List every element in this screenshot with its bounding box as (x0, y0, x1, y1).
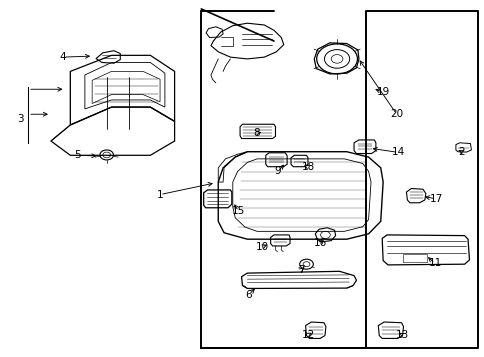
Text: 12: 12 (301, 330, 314, 340)
Text: 6: 6 (245, 290, 252, 300)
Text: 3: 3 (17, 114, 24, 124)
Text: 14: 14 (391, 147, 405, 157)
Text: 4: 4 (60, 52, 66, 62)
Text: 10: 10 (255, 242, 268, 252)
Text: 5: 5 (74, 150, 81, 160)
Text: 15: 15 (231, 206, 245, 216)
Text: 1: 1 (156, 190, 163, 200)
Text: 13: 13 (395, 330, 408, 340)
Text: 2: 2 (457, 147, 464, 157)
Text: 20: 20 (389, 109, 403, 119)
Text: 11: 11 (427, 258, 441, 268)
Text: 17: 17 (429, 194, 442, 204)
Text: 19: 19 (376, 87, 389, 97)
Text: 8: 8 (253, 128, 260, 138)
Text: 7: 7 (298, 265, 304, 275)
Text: 9: 9 (274, 166, 281, 176)
Text: 16: 16 (313, 238, 326, 248)
Text: 18: 18 (301, 162, 314, 172)
